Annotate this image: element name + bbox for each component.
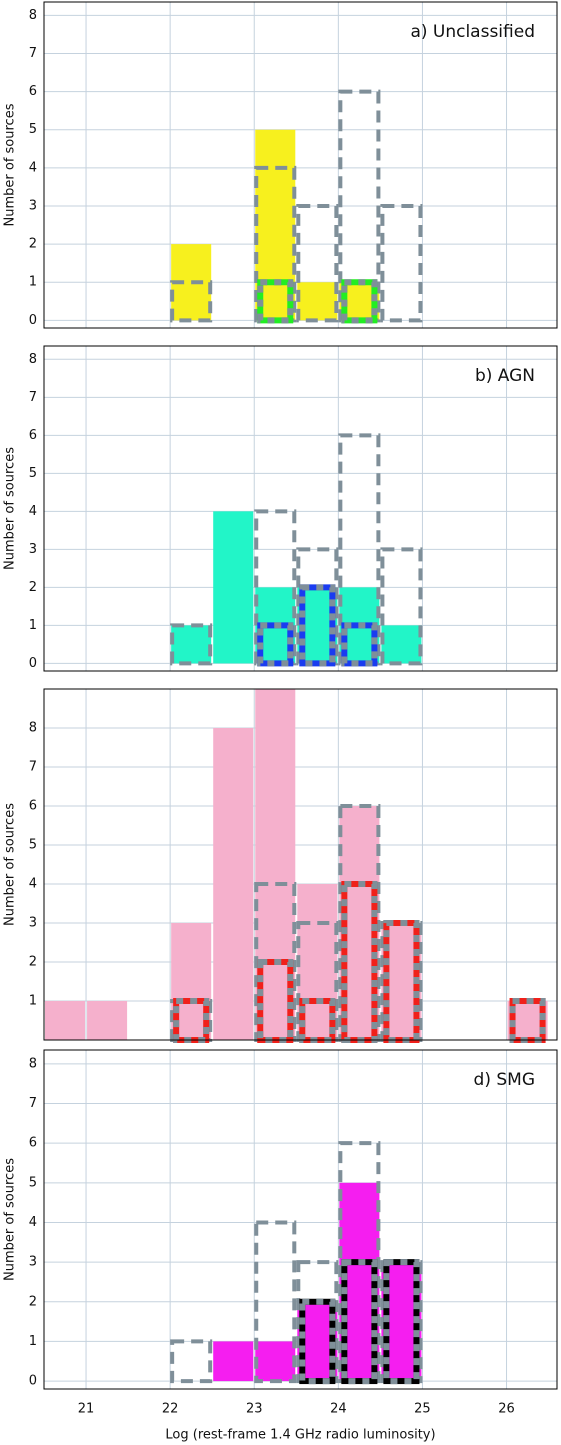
panel-title: d) SMG <box>474 1070 535 1090</box>
y-tick-label: 5 <box>29 1175 37 1190</box>
bar <box>87 1001 128 1040</box>
outline-bar <box>380 547 423 666</box>
y-tick-label: 2 <box>29 1294 37 1309</box>
bar <box>213 1341 254 1382</box>
y-tick-label: 4 <box>29 504 37 519</box>
x-axis-label: Log (rest-frame 1.4 GHz radio luminosity… <box>165 1428 435 1443</box>
outline-bar <box>170 623 213 666</box>
y-tick-label: 6 <box>29 1136 37 1151</box>
y-tick-label: 6 <box>29 428 37 443</box>
panel-frame <box>43 345 558 672</box>
y-tick-label: 5 <box>29 122 37 137</box>
bar <box>255 1341 296 1382</box>
y-tick-label: 1 <box>29 1334 37 1349</box>
y-tick-label: 0 <box>29 656 37 671</box>
panel-background <box>44 2 557 328</box>
y-tick-label: 1 <box>29 275 37 290</box>
y-tick-label: 5 <box>29 838 37 853</box>
y-tick-label: 1 <box>29 618 37 633</box>
y-tick-label: 3 <box>29 1255 37 1270</box>
y-tick-label: 4 <box>29 1215 37 1230</box>
y-tick-label: 4 <box>29 877 37 892</box>
y-tick-label: 6 <box>29 799 37 814</box>
inner-bar-dash <box>341 279 378 324</box>
inner-bar-dash <box>299 584 336 667</box>
y-axis-label: Number of sources <box>3 447 18 570</box>
inner-bar-dash <box>257 279 294 324</box>
panel-title: b) AGN <box>475 366 535 386</box>
y-tick-label: 7 <box>29 46 37 61</box>
outline-bar <box>380 203 423 323</box>
y-tick-label: 8 <box>29 352 37 367</box>
y-tick-label: 4 <box>29 160 37 175</box>
bar <box>213 511 254 664</box>
inner-bar-dash <box>383 1259 420 1385</box>
panel-title: a) Unclassified <box>410 22 535 42</box>
y-tick-label: 1 <box>29 994 37 1009</box>
inner-bar-dash <box>383 920 420 1043</box>
inner-bar-dash <box>257 622 294 667</box>
x-tick-label: 24 <box>330 1402 347 1417</box>
bar <box>171 625 212 664</box>
y-tick-label: 0 <box>29 1374 37 1389</box>
y-tick-label: 0 <box>29 313 37 328</box>
outline-bar <box>296 203 339 323</box>
y-tick-label: 7 <box>29 1096 37 1111</box>
y-tick-label: 7 <box>29 760 37 775</box>
x-tick-label: 23 <box>246 1402 263 1417</box>
bar <box>381 625 422 664</box>
y-tick-label: 2 <box>29 237 37 252</box>
inner-bar-dash <box>257 959 294 1043</box>
y-tick-label: 5 <box>29 466 37 481</box>
x-tick-label: 26 <box>498 1402 515 1417</box>
y-tick-label: 8 <box>29 1056 37 1071</box>
outline-bar <box>254 1220 297 1384</box>
y-tick-label: 6 <box>29 84 37 99</box>
y-tick-label: 3 <box>29 916 37 931</box>
y-axis-label: Number of sources <box>3 1158 18 1281</box>
y-axis-label: Number of sources <box>3 803 18 926</box>
x-tick-label: 22 <box>162 1402 179 1417</box>
y-tick-label: 8 <box>29 721 37 736</box>
y-axis-label: Number of sources <box>3 103 18 226</box>
y-tick-label: 8 <box>29 8 37 23</box>
bar <box>297 282 338 321</box>
panel-frame <box>43 688 558 1041</box>
bar <box>45 1001 86 1040</box>
panel-frame <box>43 1 558 329</box>
panel-frame <box>43 1049 558 1390</box>
x-tick-label: 21 <box>78 1402 95 1417</box>
bar <box>213 728 254 1040</box>
y-tick-label: 7 <box>29 390 37 405</box>
x-tick-label: 25 <box>414 1402 431 1417</box>
outline-bar <box>170 1339 213 1384</box>
inner-bar-dash <box>341 1259 378 1385</box>
y-tick-label: 3 <box>29 198 37 213</box>
inner-bar-dash <box>341 622 378 667</box>
outline-bar <box>170 280 213 323</box>
y-tick-label: 2 <box>29 955 37 970</box>
y-tick-label: 3 <box>29 542 37 557</box>
inner-bar-dash <box>299 1298 336 1385</box>
y-tick-label: 2 <box>29 580 37 595</box>
